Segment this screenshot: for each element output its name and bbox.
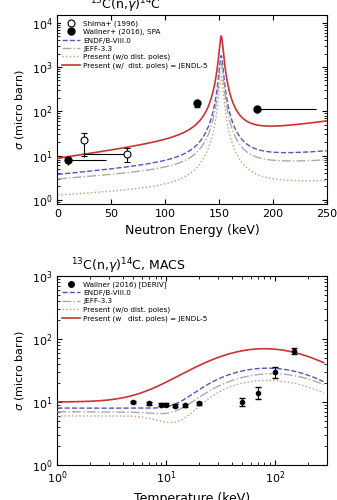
Text: $^{13}$C(n,$\gamma$)$^{14}$C: $^{13}$C(n,$\gamma$)$^{14}$C — [90, 0, 161, 15]
X-axis label: Temperature (keV): Temperature (keV) — [134, 492, 250, 500]
Y-axis label: $\sigma$ (micro barn): $\sigma$ (micro barn) — [13, 69, 26, 150]
Legend: Wallner (2016) [DERIV], ENDF/B-VIII.0, JEFF-3.3, Present (w/o dist. poles), Pres: Wallner (2016) [DERIV], ENDF/B-VIII.0, J… — [61, 280, 209, 323]
Text: $^{13}$C(n,$\gamma$)$^{14}$C, MACS: $^{13}$C(n,$\gamma$)$^{14}$C, MACS — [71, 256, 186, 276]
Y-axis label: $\sigma$ (micro barn): $\sigma$ (micro barn) — [13, 330, 26, 411]
X-axis label: Neutron Energy (keV): Neutron Energy (keV) — [125, 224, 259, 237]
Legend: Shima+ (1996), Wallner+ (2016), SPA, ENDF/B-VIII.0, JEFF-3.3, Present (w/o dist.: Shima+ (1996), Wallner+ (2016), SPA, END… — [61, 18, 209, 70]
